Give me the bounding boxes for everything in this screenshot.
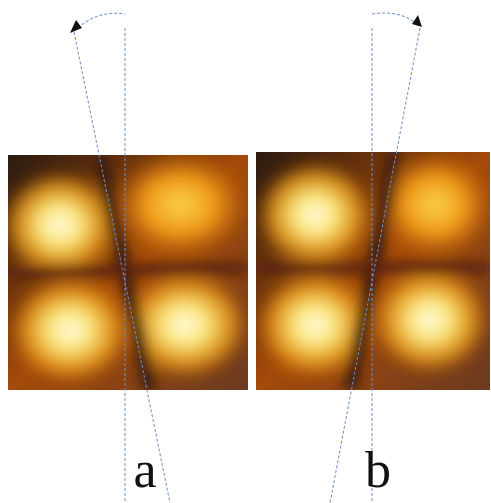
page: {"panels": [{"label": "a"}, {"label": "b… [0, 0, 491, 503]
figure: a b [0, 0, 491, 503]
micrograph-b [255, 150, 491, 390]
panel-label: b [365, 442, 391, 499]
panel-label: a [133, 442, 156, 499]
